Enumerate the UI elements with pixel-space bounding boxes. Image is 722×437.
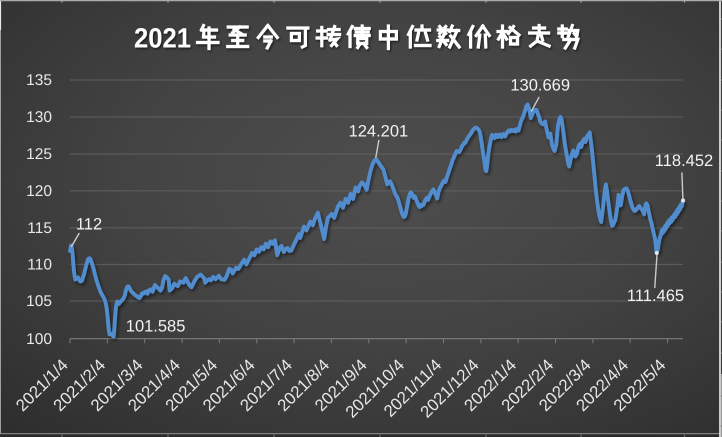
svg-text:100: 100 <box>26 331 52 348</box>
svg-text:130: 130 <box>26 109 52 126</box>
svg-text:124.201: 124.201 <box>349 123 409 141</box>
svg-text:130.669: 130.669 <box>510 77 570 95</box>
svg-text:135: 135 <box>26 72 52 89</box>
svg-text:115: 115 <box>27 220 52 237</box>
svg-text:120: 120 <box>26 183 52 200</box>
svg-text:2021: 2021 <box>134 23 191 54</box>
svg-text:105: 105 <box>26 293 52 310</box>
svg-text:111.465: 111.465 <box>627 287 684 305</box>
svg-text:112: 112 <box>76 216 102 234</box>
svg-text:118.452: 118.452 <box>655 152 713 170</box>
svg-text:110: 110 <box>27 257 52 274</box>
svg-text:101.585: 101.585 <box>126 318 186 336</box>
svg-text:125: 125 <box>26 146 52 163</box>
